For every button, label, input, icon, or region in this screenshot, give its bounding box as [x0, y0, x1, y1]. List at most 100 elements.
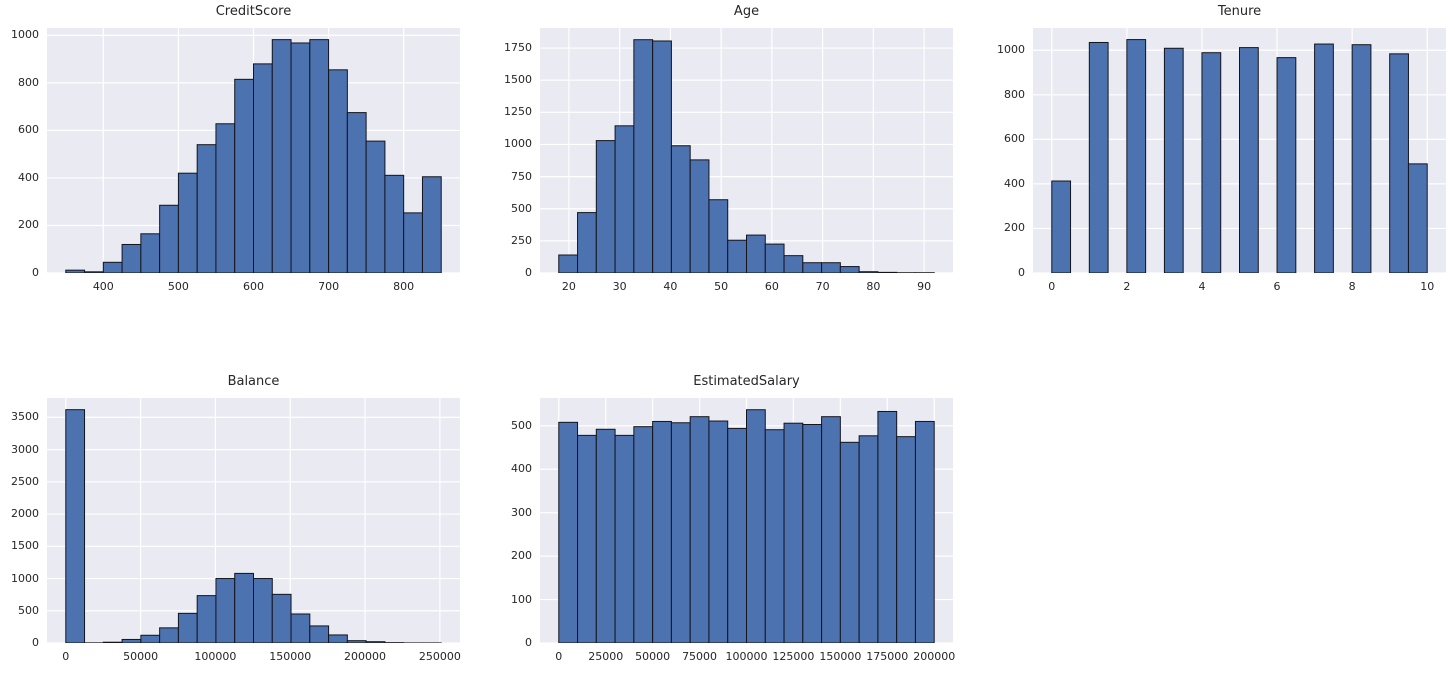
histogram-bar: [121, 243, 142, 273]
x-tick-label: 40: [663, 280, 678, 293]
x-tick-label: 20: [561, 280, 576, 293]
chart-title: Tenure: [1217, 4, 1262, 19]
x-tick-label: 600: [243, 280, 264, 293]
y-tick-label: 1500: [11, 539, 39, 553]
x-tick-label: 10: [1420, 280, 1435, 293]
x-tick-label: 50: [714, 280, 729, 293]
x-tick-label: 175000: [866, 650, 909, 663]
plot-area: [540, 398, 953, 643]
histogram-bar: [708, 199, 729, 273]
x-tick-label: 100000: [194, 650, 237, 663]
x-tick-label: 50000: [635, 650, 671, 663]
y-tick-label: 750: [511, 169, 532, 183]
plot-area: [1033, 28, 1446, 273]
histogram-bar: [421, 176, 442, 273]
histogram-bar: [1276, 57, 1297, 273]
histogram-bar: [595, 140, 616, 273]
plot-canvas: [1033, 28, 1446, 273]
histogram-bar: [253, 578, 273, 643]
x-tick-label: 700: [318, 280, 340, 293]
y-tick-label: 0: [32, 266, 39, 279]
histogram-bar: [234, 78, 254, 273]
plot-area: [47, 398, 460, 643]
histogram-bar: [1239, 47, 1259, 273]
y-tick-label: 100: [511, 592, 532, 606]
x-tick-label: 0: [555, 650, 563, 663]
histogram-bar: [877, 410, 898, 643]
plot-canvas: [47, 28, 460, 273]
histogram-bar: [652, 420, 672, 643]
histogram-bar: [215, 123, 236, 273]
plot-canvas: [540, 28, 953, 273]
y-tick-label: 400: [18, 170, 39, 184]
y-tick-label: 400: [511, 462, 532, 476]
histogram-bar: [821, 416, 841, 643]
histogram-bar: [670, 422, 691, 643]
histogram-bar: [346, 112, 367, 273]
histogram-balance: Balance 0 500 1000 1500 2000 2500 3000 3500 0 50…: [11, 374, 461, 663]
histogram-bar: [708, 420, 729, 643]
x-tick-label: 0: [1048, 280, 1056, 293]
y-tick-label: 1000: [504, 137, 532, 151]
histogram-bar: [384, 174, 405, 273]
histogram-bar: [839, 441, 860, 643]
histogram-bar: [403, 212, 423, 273]
chart-title: Balance: [227, 374, 280, 389]
x-tick-label: 4: [1198, 280, 1206, 293]
y-tick-label: 1250: [504, 105, 532, 119]
histogram-bar: [309, 625, 330, 643]
y-tick-label: 200: [1004, 221, 1025, 235]
histogram-bar: [577, 434, 597, 643]
y-axis-tick-labels: 0 100 200 300 400 500: [486, 398, 532, 649]
histogram-bar: [140, 233, 161, 273]
histogram-bar: [689, 416, 710, 643]
histogram-bar: [1389, 53, 1409, 273]
histogram-bar: [1351, 44, 1372, 273]
x-axis-tick-labels: 400 500 600 700 800: [47, 273, 460, 297]
y-tick-label: 800: [18, 75, 39, 89]
histogram-bar: [577, 212, 597, 273]
histogram-bar: [727, 239, 747, 273]
histogram-bar: [177, 172, 198, 273]
histogram-bar: [746, 234, 766, 273]
histogram-age: Age 0 250 500 750 1000 1250 1500 1750 20 30 40 50 6…: [504, 4, 953, 293]
histogram-bar: [1051, 180, 1072, 273]
histogram-bar: [1407, 163, 1428, 273]
x-tick-label: 250000: [418, 650, 461, 663]
x-tick-label: 30: [612, 280, 627, 293]
y-tick-label: 1000: [997, 43, 1025, 57]
histogram-bar: [764, 429, 785, 643]
histogram-bar: [783, 255, 804, 273]
histogram-bar: [65, 409, 86, 643]
y-tick-label: 0: [525, 636, 532, 649]
y-tick-label: 250: [511, 233, 532, 247]
histogram-bar: [1088, 41, 1109, 273]
y-tick-label: 600: [18, 123, 39, 137]
histogram-bar: [102, 261, 123, 273]
histogram-bar: [614, 125, 635, 273]
histogram-bar: [234, 572, 254, 643]
y-tick-label: 200: [511, 549, 532, 563]
histogram-bar: [290, 42, 311, 273]
x-tick-label: 500: [167, 280, 189, 293]
x-tick-label: 80: [866, 280, 881, 293]
y-tick-label: 3500: [11, 410, 39, 424]
y-tick-label: 500: [511, 418, 532, 432]
y-tick-label: 400: [1004, 176, 1025, 190]
x-tick-label: 0: [62, 650, 70, 663]
histogram-bar: [821, 262, 841, 273]
x-tick-label: 2: [1123, 280, 1131, 293]
histogram-creditscore: CreditScore 0 200 400 600 800 1000 400 500 600 7…: [11, 4, 460, 293]
chart-title: Age: [733, 4, 760, 19]
histogram-bar: [1314, 43, 1334, 273]
histogram-bar: [764, 243, 785, 273]
histogram-bar: [727, 427, 747, 643]
x-tick-label: 90: [917, 280, 932, 293]
plot-area: [47, 28, 460, 273]
x-tick-label: 8: [1348, 280, 1356, 293]
y-tick-label: 1750: [504, 41, 532, 55]
y-tick-label: 500: [511, 201, 532, 215]
x-tick-label: 75000: [682, 650, 718, 663]
x-axis-tick-labels: 20 30 40 50 60 70 80 90: [540, 273, 953, 297]
